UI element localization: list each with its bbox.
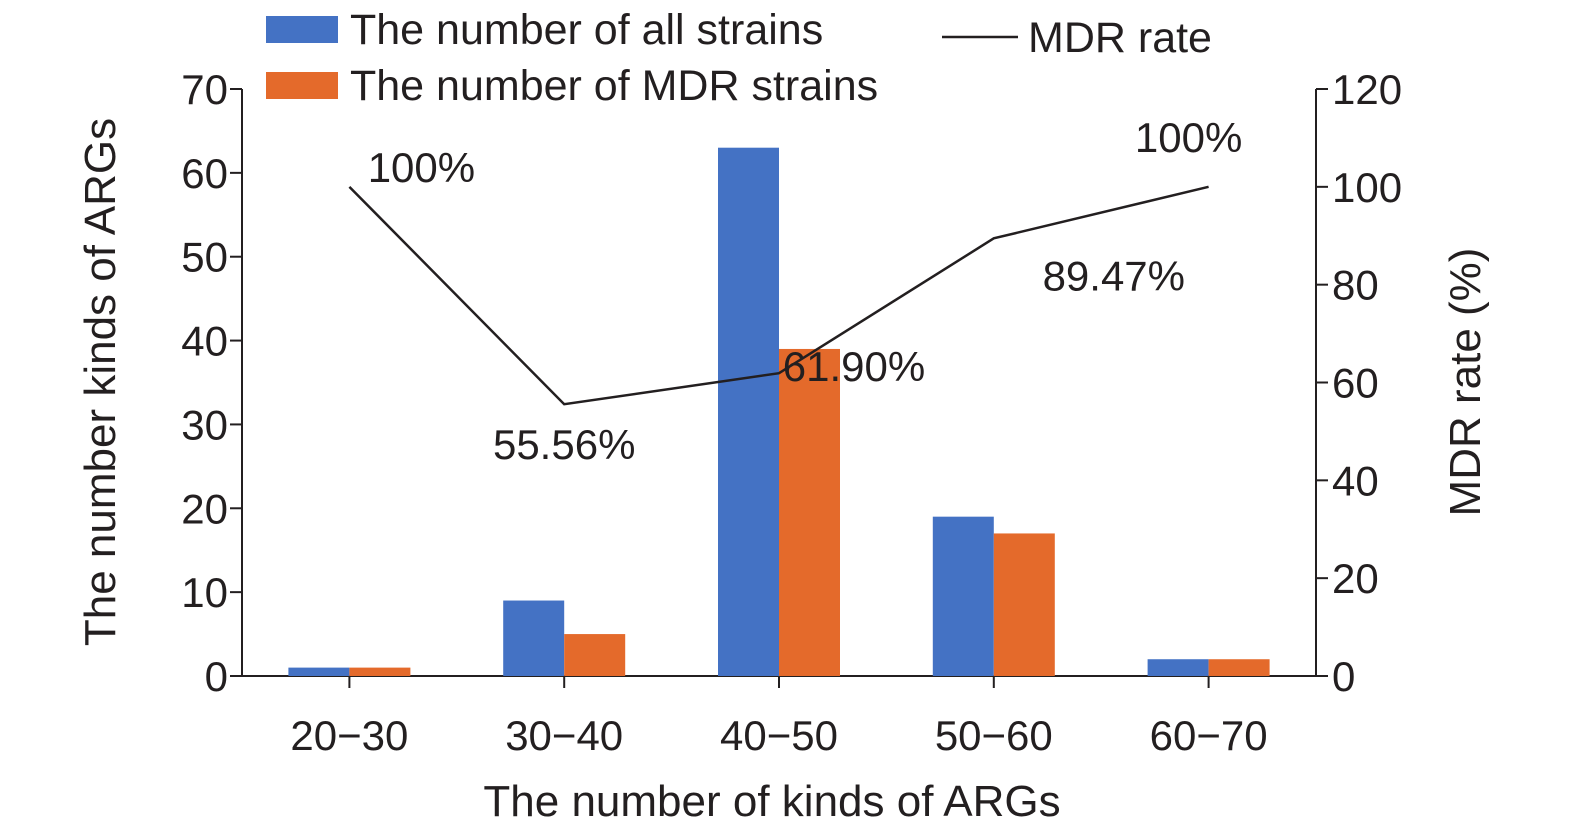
y-axis-right: 0 20 40 60 80 100 120 <box>1315 66 1402 700</box>
x-tick-label: 50−60 <box>935 712 1053 759</box>
y2-tick-label: 80 <box>1332 262 1379 309</box>
line-series: 100% 55.56% 61.90% 89.47% 100% <box>348 114 1242 468</box>
bar-all-strains <box>288 667 350 676</box>
y2-axis-title: MDR rate (%) <box>1441 248 1490 517</box>
bar-all-strains <box>932 516 994 676</box>
bar-all-strains <box>1147 659 1209 676</box>
y2-tick-label: 100 <box>1332 164 1402 211</box>
bars <box>288 147 1270 676</box>
y-tick-label: 0 <box>205 653 228 700</box>
bar-mdr-strains <box>993 533 1055 676</box>
mdr-rate-data-label: 100% <box>1135 114 1242 161</box>
y-tick-label: 60 <box>181 150 228 197</box>
y2-tick-label: 60 <box>1332 360 1379 407</box>
mdr-rate-data-label: 89.47% <box>1043 252 1185 299</box>
legend-swatch-all-strains <box>266 16 338 43</box>
y2-tick-label: 0 <box>1332 653 1355 700</box>
y-tick-label: 20 <box>181 485 228 532</box>
mdr-rate-line <box>348 185 1209 406</box>
y2-tick-label: 40 <box>1332 457 1379 504</box>
legend-swatch-mdr-strains <box>266 72 338 99</box>
legend-label-mdr-rate: MDR rate <box>1028 14 1212 62</box>
mdr-rate-data-label: 55.56% <box>493 421 635 468</box>
y-axis-left: 0 10 20 30 40 50 60 70 <box>181 66 243 700</box>
bar-mdr-strains <box>1208 659 1270 676</box>
x-tick-label: 60−70 <box>1150 712 1268 759</box>
bar-mdr-strains <box>564 634 626 676</box>
y-tick-label: 70 <box>181 66 228 113</box>
legend-label-mdr-strains: The number of MDR strains <box>350 62 878 110</box>
bar-all-strains <box>718 147 779 676</box>
y-tick-label: 10 <box>181 569 228 616</box>
mdr-rate-data-label: 100% <box>368 144 475 191</box>
y2-tick-label: 120 <box>1332 66 1402 113</box>
bar-mdr-strains <box>779 348 840 676</box>
y-tick-label: 30 <box>181 401 228 448</box>
x-tick-label: 20−30 <box>290 712 408 759</box>
x-tick-label: 40−50 <box>720 712 838 759</box>
y2-tick-label: 20 <box>1332 555 1379 602</box>
legend-label-all-strains: The number of all strains <box>350 6 823 54</box>
mdr-rate-data-label: 61.90% <box>783 343 925 390</box>
x-tick-label: 30−40 <box>505 712 623 759</box>
legend: The number of all strains The number of M… <box>266 6 1212 110</box>
y-tick-label: 50 <box>181 234 228 281</box>
y-tick-label: 40 <box>181 318 228 365</box>
y-axis-title: The number kinds of ARGs <box>76 118 125 646</box>
bar-mdr-strains <box>349 667 411 676</box>
bar-all-strains <box>503 600 565 676</box>
x-axis-title: The number of kinds of ARGs <box>483 777 1060 826</box>
x-axis: 20−30 30−40 40−50 50−60 60−70 <box>242 675 1316 759</box>
